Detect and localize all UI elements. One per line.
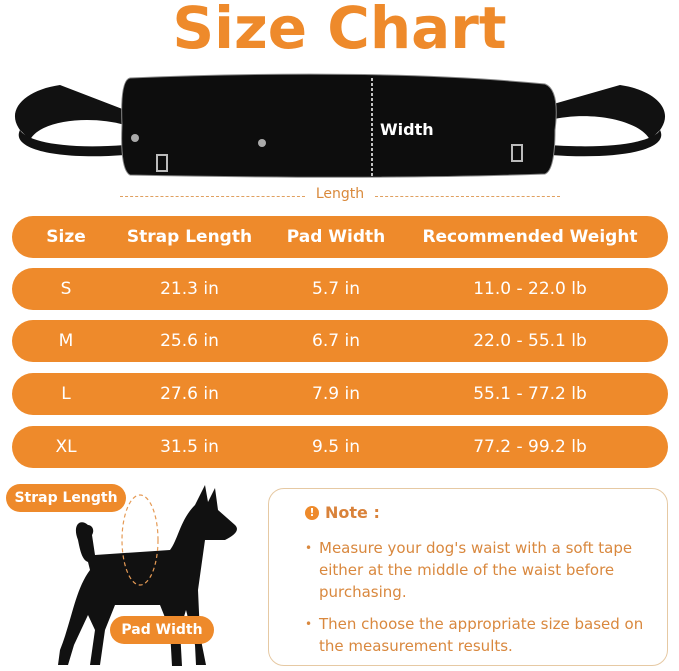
cell-strap-length: 25.6 in: [160, 331, 219, 351]
note-item: Then choose the appropriate size based o…: [305, 613, 659, 657]
header-size: Size: [46, 227, 86, 247]
table-row: XL 31.5 in 9.5 in 77.2 - 99.2 lb: [12, 426, 668, 468]
cell-pad-width: 6.7 in: [312, 331, 360, 351]
length-label: Length: [315, 186, 365, 202]
pad-width-label: Pad Width: [110, 616, 214, 644]
table-header: Size Strap Length Pad Width Recommended …: [12, 216, 668, 258]
table-row: S 21.3 in 5.7 in 11.0 - 22.0 lb: [12, 268, 668, 310]
cell-weight: 55.1 - 77.2 lb: [473, 384, 587, 404]
cell-pad-width: 5.7 in: [312, 279, 360, 299]
cell-pad-width: 7.9 in: [312, 384, 360, 404]
note-title: Note :: [325, 503, 380, 522]
strap-length-label: Strap Length: [6, 484, 126, 512]
cell-size: S: [60, 279, 72, 299]
cell-strap-length: 27.6 in: [160, 384, 219, 404]
header-pad-width: Pad Width: [286, 227, 386, 247]
table-row: L 27.6 in 7.9 in 55.1 - 77.2 lb: [12, 373, 668, 415]
header-strap-length: Strap Length: [126, 227, 253, 247]
exclamation-icon: !: [305, 506, 319, 520]
cell-weight: 22.0 - 55.1 lb: [473, 331, 587, 351]
harness-product-image: [14, 73, 666, 178]
cell-weight: 11.0 - 22.0 lb: [473, 279, 587, 299]
cell-size: M: [58, 331, 74, 351]
header-recommended-weight: Recommended Weight: [422, 227, 638, 247]
length-indicator: Length: [120, 186, 560, 206]
cell-strap-length: 21.3 in: [160, 279, 219, 299]
cell-pad-width: 9.5 in: [312, 437, 360, 457]
note-box: ! Note : Measure your dog's waist with a…: [268, 488, 668, 666]
cell-strap-length: 31.5 in: [160, 437, 219, 457]
cell-size: L: [61, 384, 71, 404]
note-item: Measure your dog's waist with a soft tap…: [305, 537, 659, 603]
cell-size: XL: [55, 437, 77, 457]
cell-weight: 77.2 - 99.2 lb: [473, 437, 587, 457]
table-row: M 25.6 in 6.7 in 22.0 - 55.1 lb: [12, 320, 668, 362]
width-label: Width: [380, 120, 434, 139]
page-title: Size Chart: [172, 0, 507, 62]
